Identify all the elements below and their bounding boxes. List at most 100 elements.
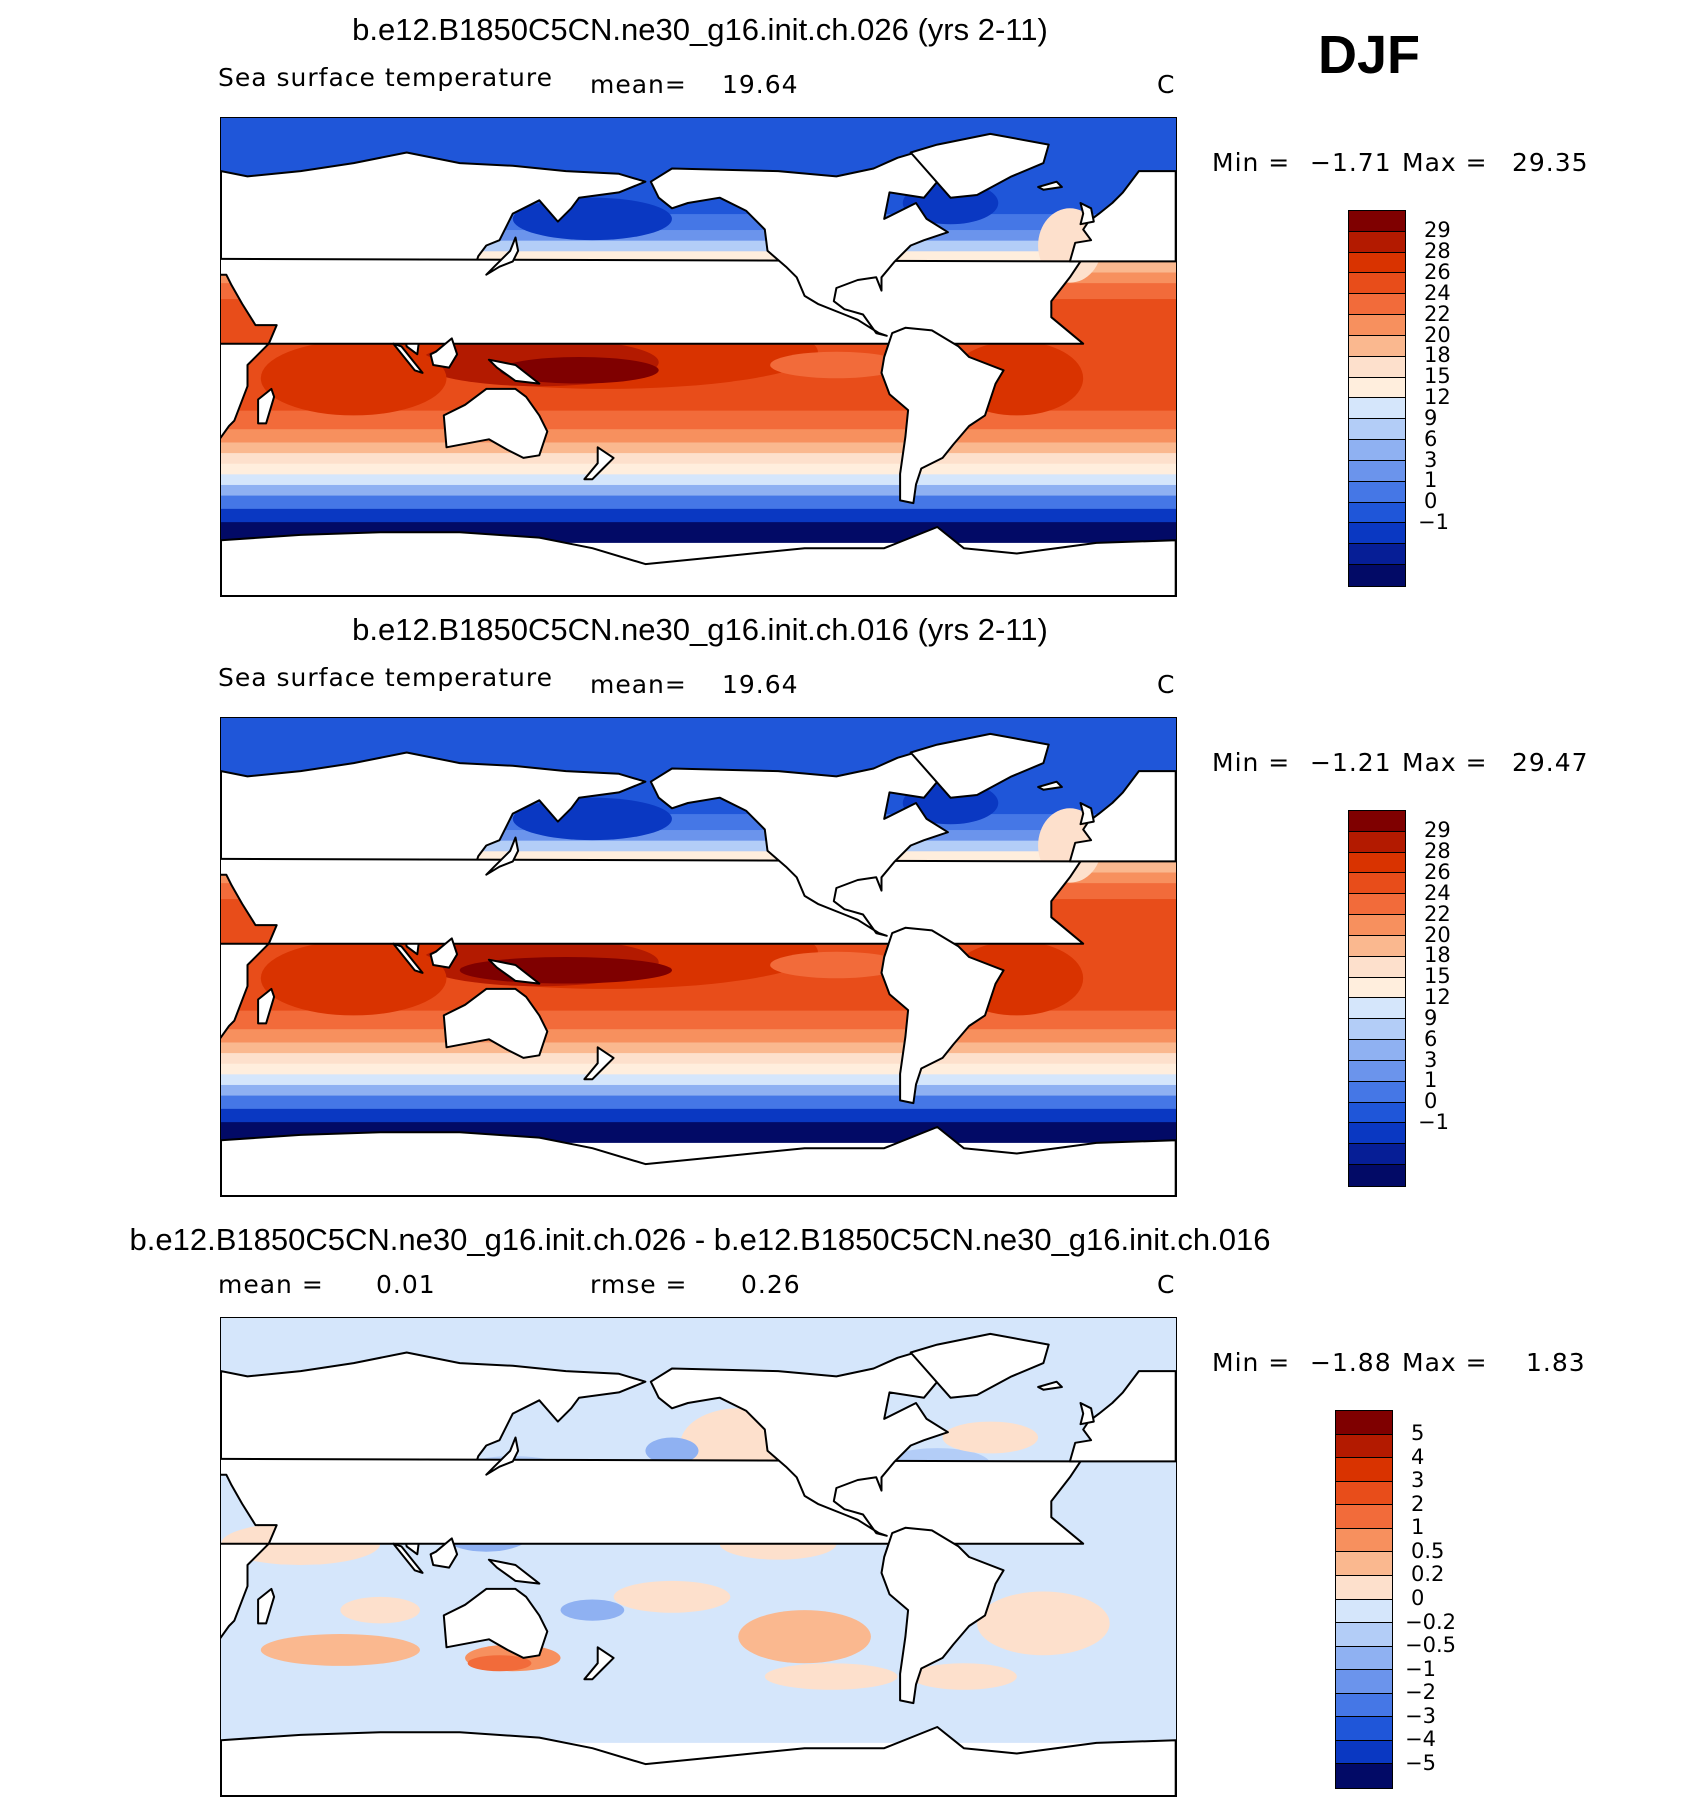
coastline-sumatra <box>392 942 424 974</box>
colorbar-tick-label: −2 <box>1405 1680 1436 1705</box>
colorbar-swatch <box>1349 252 1405 274</box>
colorbar-swatch <box>1349 502 1405 524</box>
colorbar-swatch <box>1349 440 1405 461</box>
indian-ocean-warm <box>260 941 447 1016</box>
colorbar-swatch <box>1349 852 1405 874</box>
colorbar-swatch <box>1349 1040 1405 1061</box>
coastline-africa <box>221 1457 1085 1639</box>
colorbar-swatch <box>1349 398 1405 420</box>
sst-band <box>221 452 1176 464</box>
colorbar-tick-label: −1 <box>1418 510 1449 534</box>
coastline-britain <box>1079 1402 1095 1426</box>
coastline-newzealand <box>583 1646 615 1681</box>
coastline-greenland <box>909 132 1050 199</box>
colorbar-swatch <box>1349 1144 1405 1166</box>
coastline-antarctica <box>221 1126 1176 1196</box>
anomaly-region <box>764 1663 898 1690</box>
colorbar-swatch <box>1336 1528 1392 1553</box>
colorbar-swatch <box>1349 915 1405 936</box>
sst-band <box>221 1063 1176 1075</box>
colorbar-swatch <box>1336 1693 1392 1718</box>
colorbar-swatch <box>1349 273 1405 295</box>
sst-band <box>221 508 1176 523</box>
coastline-iceland <box>1037 780 1063 791</box>
coastline-australia <box>442 387 549 459</box>
colorbar-swatch <box>1336 1458 1392 1482</box>
sst-band <box>221 850 1176 862</box>
anomaly-region <box>977 1591 1110 1656</box>
colorbar-tick-label: 18 <box>1424 343 1451 368</box>
panel-title: b.e12.B1850C5CN.ne30_g16.init.ch.026 - b… <box>129 1222 1271 1257</box>
colorbar-swatch <box>1336 1575 1392 1600</box>
sst-band <box>221 495 1176 509</box>
colorbar-swatch <box>1336 1740 1392 1765</box>
colorbar-tick-label: 0 <box>1424 489 1438 514</box>
sst-band <box>221 250 1176 262</box>
colorbar-tick-label: 0 <box>1411 1586 1425 1610</box>
colorbar-swatch <box>1349 460 1405 482</box>
rmse-value: 0.26 <box>741 1270 801 1299</box>
colorbar-swatch <box>1349 356 1405 378</box>
coastline-southamerica <box>880 326 1005 505</box>
panel-middle: b.e12.B1850C5CN.ne30_g16.init.ch.016 (yr… <box>0 600 1702 1200</box>
colorbar <box>1348 210 1406 587</box>
max-label: Max = <box>1402 148 1488 177</box>
min-value: −1.21 <box>1310 748 1392 777</box>
colorbar-swatch <box>1349 523 1405 545</box>
sst-band <box>221 484 1176 496</box>
coastline-iceland <box>1037 180 1063 191</box>
colorbar-tick-label: 3 <box>1411 1468 1425 1493</box>
colorbar-swatch <box>1336 1764 1392 1788</box>
colorbar-tick-label: 12 <box>1424 385 1451 409</box>
colorbar-swatch <box>1349 544 1405 566</box>
coastline-sumatra <box>392 342 424 374</box>
colorbar-swatch <box>1349 565 1405 586</box>
sst-band <box>221 1052 1176 1064</box>
colorbar-tick-label: −4 <box>1405 1727 1436 1752</box>
sst-band <box>221 1084 1176 1096</box>
sst-band <box>221 829 1176 841</box>
difference-map <box>220 1317 1177 1797</box>
coastline-britain <box>1079 202 1095 226</box>
sst-band <box>221 1028 1176 1043</box>
coastline-europe_w <box>1068 770 1176 863</box>
anomaly-region <box>738 1610 871 1664</box>
coastline-europe_w <box>1068 1370 1176 1463</box>
coastline-newzealand <box>583 1046 615 1081</box>
coastline-australia <box>442 1587 549 1659</box>
anomaly-region <box>260 1634 420 1666</box>
colorbar-swatch <box>1349 294 1405 316</box>
colorbar-swatch <box>1336 1646 1392 1671</box>
coastline-japan <box>485 1436 520 1476</box>
sst-band <box>221 1108 1176 1123</box>
min-label: Min = <box>1212 1348 1291 1377</box>
colorbar-tick-label: 20 <box>1424 922 1451 947</box>
coastline-europe_w <box>1068 170 1176 263</box>
colorbar-swatch <box>1349 1060 1405 1082</box>
colorbar-tick-label: −3 <box>1405 1703 1436 1728</box>
anomaly-region <box>340 1596 420 1624</box>
coastline-madagascar <box>257 387 276 425</box>
mean-value: 19.64 <box>722 670 799 699</box>
colorbar-tick-label: 24 <box>1424 880 1451 905</box>
colorbar-tick-label: 15 <box>1424 364 1451 389</box>
mean-value: 0.01 <box>376 1270 436 1299</box>
mean-value: 19.64 <box>722 70 799 99</box>
max-label: Max = <box>1402 1348 1488 1377</box>
rmse-label: rmse = <box>590 1270 688 1299</box>
colorbar-swatch <box>1336 1670 1392 1694</box>
coastline-newzealand <box>583 446 615 481</box>
coastline-borneo <box>429 937 459 969</box>
colorbar-tick-label: −5 <box>1405 1750 1436 1775</box>
coastline-southamerica <box>880 1526 1005 1705</box>
panel-difference: b.e12.B1850C5CN.ne30_g16.init.ch.026 - b… <box>0 1200 1702 1819</box>
coastline-japan <box>485 236 520 276</box>
coastline-africa <box>221 857 1085 1039</box>
units-label: C <box>1157 70 1176 99</box>
sst-band <box>221 240 1176 252</box>
coastline-iceland <box>1037 1380 1063 1391</box>
coastline-newguinea <box>487 358 541 385</box>
colorbar-swatch <box>1336 1505 1392 1529</box>
panel-title: b.e12.B1850C5CN.ne30_g16.init.ch.026 (yr… <box>352 12 1048 47</box>
colorbar-swatch <box>1349 335 1405 357</box>
